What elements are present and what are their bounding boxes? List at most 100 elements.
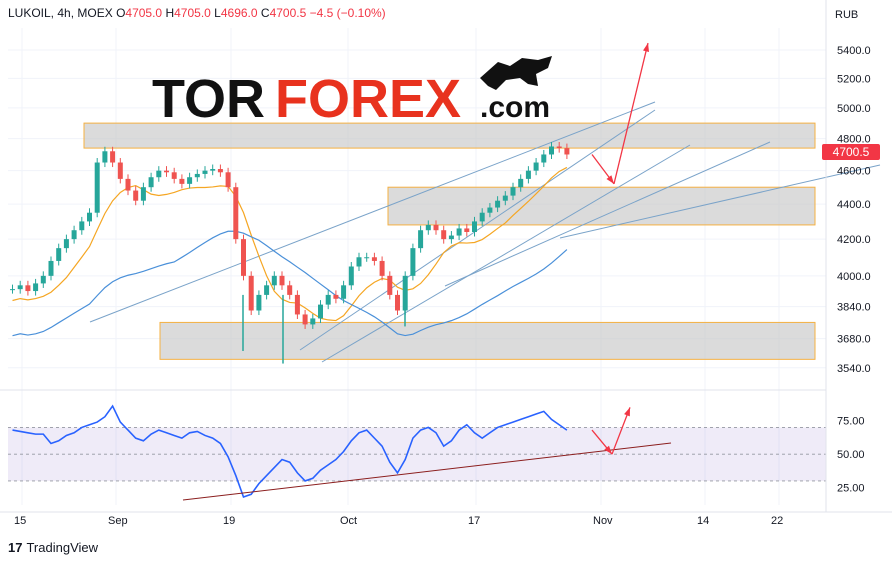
candle-body — [379, 260, 385, 276]
candle-body — [140, 187, 146, 201]
candle-body — [371, 257, 377, 261]
candle-body — [10, 289, 15, 291]
candle-body — [164, 170, 169, 173]
tradingview-logo[interactable]: 17 TradingView — [8, 540, 98, 555]
candle-body — [402, 275, 408, 311]
candle-body — [156, 170, 162, 178]
close-label: C — [260, 6, 270, 20]
candle-body — [233, 187, 239, 240]
price-zone — [159, 321, 816, 360]
candle-body — [510, 187, 516, 196]
ma-fast-line — [12, 166, 568, 322]
time-tick-label: Oct — [340, 515, 357, 527]
candle-body — [487, 207, 493, 213]
candle-body — [425, 224, 431, 231]
candle-body — [87, 212, 92, 222]
arrow-head — [643, 43, 650, 52]
current-price-tag: 4700.5 — [822, 144, 880, 160]
arrow-head — [624, 407, 630, 417]
candle-body — [556, 146, 562, 149]
candle-body — [125, 178, 131, 191]
trend-line — [299, 109, 656, 351]
candle-body — [279, 275, 285, 286]
candle-body — [171, 172, 177, 179]
time-tick-label: Sep — [108, 515, 128, 527]
open-label: O — [116, 6, 126, 20]
candle-body — [241, 239, 246, 276]
low-value: 4696.0 — [220, 6, 258, 20]
watermark-part1: TOR — [152, 69, 265, 129]
rsi-tick-label: 50.00 — [837, 449, 865, 461]
candle-body — [518, 178, 524, 188]
candle-body — [472, 221, 477, 232]
low-label: L — [214, 6, 221, 20]
price-tick-label: 5000.0 — [837, 103, 871, 115]
arrow-head — [606, 175, 614, 184]
trend-line — [89, 101, 656, 323]
candle-body — [325, 294, 331, 305]
symbol-header: LUKOIL, 4h, MOEX O4705.0 H4705.0 L4696.0… — [8, 6, 386, 20]
time-tick-label: 19 — [223, 515, 235, 527]
candle-body — [48, 260, 54, 276]
candle-body — [533, 162, 539, 171]
candle-body — [271, 275, 277, 286]
candle-body — [264, 285, 270, 295]
trend-line — [559, 164, 881, 239]
candle-body — [549, 146, 554, 155]
candle-body — [294, 294, 300, 315]
candle-body — [217, 169, 223, 173]
price-tick-label: 4200.0 — [837, 234, 871, 246]
rsi-trend-line — [182, 442, 672, 501]
candle-body — [202, 170, 208, 174]
candle-body — [310, 318, 316, 325]
candle-body — [79, 221, 85, 231]
arrow-line — [613, 42, 649, 185]
price-tick-label: 3680.0 — [837, 334, 871, 346]
candle-body — [479, 212, 485, 222]
time-tick-label: 17 — [468, 515, 480, 527]
price-zone — [83, 122, 816, 149]
trend-line — [321, 144, 691, 363]
tradingview-brand: TradingView — [26, 540, 99, 555]
candle-body — [194, 173, 200, 178]
candle-body — [448, 235, 454, 240]
price-tick-label: 3840.0 — [837, 302, 871, 314]
candle-body — [495, 200, 501, 208]
candle-body — [502, 195, 508, 201]
currency-unit: RUB — [835, 9, 859, 21]
support-resistance-zones — [83, 122, 816, 360]
candle-body — [395, 294, 400, 311]
candle-body — [256, 294, 262, 311]
candle-body — [117, 162, 123, 179]
price-tick-label: 4000.0 — [837, 271, 871, 283]
candle-body — [348, 266, 354, 286]
candle-body — [148, 177, 154, 188]
rsi-line — [12, 404, 568, 498]
candle-body — [456, 228, 462, 236]
candle-body — [441, 230, 447, 240]
change-value: −4.5 (−0.10%) — [309, 6, 386, 20]
candle-body — [418, 230, 424, 249]
candle-body — [410, 248, 416, 276]
candle-body — [287, 285, 293, 295]
arrow-head — [604, 445, 612, 455]
candle-body — [364, 257, 370, 259]
candle-body — [133, 190, 139, 201]
candle-body — [225, 172, 231, 188]
candle-body — [33, 283, 39, 292]
watermark-part2: FOREX — [275, 69, 461, 129]
price-tick-label: 4800.0 — [837, 134, 871, 146]
projection-arrows — [591, 42, 650, 185]
time-tick-label: Nov — [593, 515, 613, 527]
candle-body — [179, 178, 185, 184]
candle-body — [464, 228, 470, 232]
candle-body — [17, 285, 23, 290]
open-value: 4705.0 — [125, 6, 163, 20]
symbol-label: LUKOIL, 4h, MOEX — [8, 6, 113, 20]
candle-body — [210, 169, 216, 171]
price-tick-label: 5400.0 — [837, 45, 871, 57]
candle-body — [433, 224, 439, 231]
close-value: 4700.5 — [269, 6, 307, 20]
high-label: H — [165, 6, 175, 20]
